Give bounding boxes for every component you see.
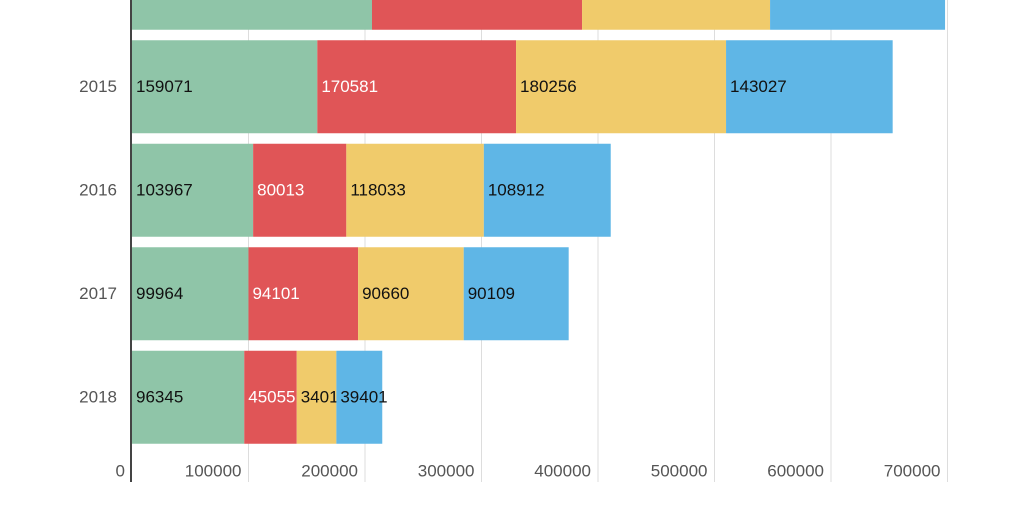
bar-segment: [346, 143, 484, 237]
data-label: 90109: [468, 284, 515, 303]
x-tick-label: 700000: [884, 461, 941, 480]
x-tick-label: 400000: [534, 461, 591, 480]
x-tick-label: 0: [116, 461, 125, 480]
data-label: 103967: [136, 181, 193, 200]
y-tick-label: 2018: [79, 388, 117, 407]
data-label: 45055: [248, 388, 295, 407]
x-tick-label: 300000: [418, 461, 475, 480]
x-tick-label: 200000: [301, 461, 358, 480]
bar-segment: [132, 350, 245, 444]
bar-segment: [132, 247, 249, 341]
data-label: 143027: [730, 77, 787, 96]
bar-segment: [132, 40, 318, 134]
data-label: 170581: [321, 77, 378, 96]
data-label: 118033: [350, 181, 405, 200]
x-tick-label: 100000: [185, 461, 242, 480]
bar-segment: [371, 0, 583, 30]
bar-segment: [296, 350, 337, 444]
bar-segment: [132, 0, 372, 30]
bar-segment: [317, 40, 517, 134]
bar-segment: [358, 247, 464, 341]
x-tick-label: 600000: [767, 461, 824, 480]
y-tick-label: 2015: [79, 77, 117, 96]
x-tick-label: 500000: [651, 461, 708, 480]
bar-segment: [248, 247, 359, 341]
data-label: 39401: [340, 388, 387, 407]
bar-segment: [582, 0, 771, 30]
bar-segment: [253, 143, 347, 237]
bar-segment: [244, 350, 297, 444]
data-label: 34013: [301, 388, 348, 407]
data-label: 90660: [362, 284, 409, 303]
data-label: 108912: [488, 181, 545, 200]
data-label: 96345: [136, 388, 183, 407]
data-label: 94101: [252, 284, 299, 303]
bar-segment: [770, 0, 946, 30]
bar-segment: [336, 350, 383, 444]
bar-segment: [516, 40, 727, 134]
data-label: 99964: [136, 284, 183, 303]
bar-segment: [132, 143, 254, 237]
y-tick-label: 2016: [79, 181, 117, 200]
data-label: 80013: [257, 181, 304, 200]
data-label: 159071: [136, 77, 193, 96]
y-tick-label: 2017: [79, 284, 117, 303]
bar-segment: [726, 40, 893, 134]
bar-segment: [463, 247, 569, 341]
bar-segment: [483, 143, 611, 237]
data-label: 180256: [520, 77, 577, 96]
